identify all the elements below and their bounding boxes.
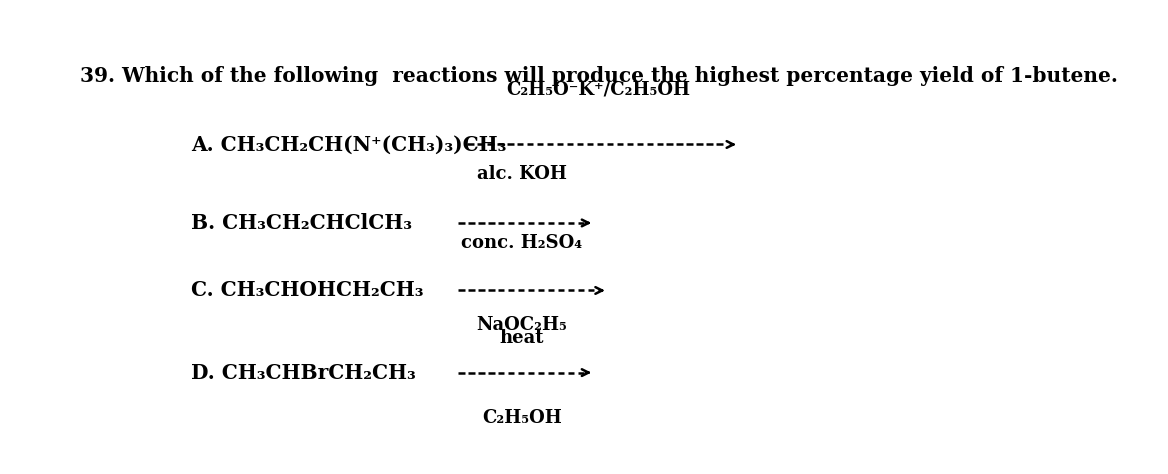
Text: C. CH₃CHOHCH₂CH₃: C. CH₃CHOHCH₂CH₃ [192, 281, 424, 301]
Text: heat: heat [500, 329, 544, 347]
Text: D. CH₃CHBrCH₂CH₃: D. CH₃CHBrCH₂CH₃ [192, 363, 416, 383]
Text: B. CH₃CH₂CHClCH₃: B. CH₃CH₂CHClCH₃ [192, 213, 412, 233]
Text: alc. KOH: alc. KOH [477, 165, 566, 183]
Text: conc. H₂SO₄: conc. H₂SO₄ [461, 234, 582, 252]
Text: C₂H₅OH: C₂H₅OH [481, 409, 562, 427]
Text: NaOC₂H₅: NaOC₂H₅ [477, 316, 568, 334]
Text: 39. Which of the following  reactions will produce the highest percentage yield : 39. Which of the following reactions wil… [79, 66, 1118, 86]
Text: A. CH₃CH₂CH(N⁺(CH₃)₃)CH₃: A. CH₃CH₂CH(N⁺(CH₃)₃)CH₃ [192, 135, 507, 155]
Text: C₂H₅O⁻K⁺/C₂H₅OH: C₂H₅O⁻K⁺/C₂H₅OH [507, 81, 690, 99]
